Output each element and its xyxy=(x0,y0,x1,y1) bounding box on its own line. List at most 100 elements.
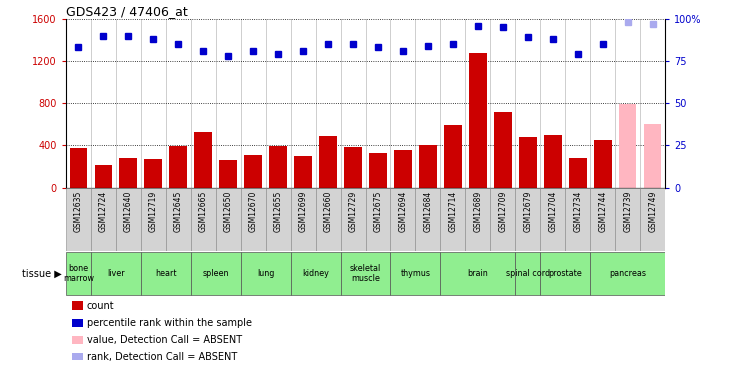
Text: spleen: spleen xyxy=(202,269,229,278)
Bar xyxy=(569,158,586,188)
Bar xyxy=(591,252,665,296)
Bar xyxy=(494,112,512,188)
Text: GSM12640: GSM12640 xyxy=(124,190,133,232)
Bar xyxy=(240,252,290,296)
Text: GSM12699: GSM12699 xyxy=(298,190,308,232)
Bar xyxy=(444,125,462,188)
Bar xyxy=(540,252,591,296)
Bar xyxy=(240,188,265,251)
Bar xyxy=(591,188,616,251)
Text: GSM12749: GSM12749 xyxy=(648,190,657,232)
Text: GSM12689: GSM12689 xyxy=(474,190,482,232)
Bar xyxy=(594,140,612,188)
Text: GSM12670: GSM12670 xyxy=(249,190,257,232)
Text: GSM12739: GSM12739 xyxy=(624,190,632,232)
Text: GSM12744: GSM12744 xyxy=(598,190,607,232)
Bar xyxy=(344,147,362,188)
Bar xyxy=(115,188,140,251)
Bar xyxy=(66,252,91,296)
Bar xyxy=(91,188,115,251)
Bar xyxy=(390,252,440,296)
Bar xyxy=(515,252,540,296)
Text: GSM12684: GSM12684 xyxy=(423,190,433,232)
Bar xyxy=(269,146,287,188)
Text: GSM12704: GSM12704 xyxy=(548,190,557,232)
Bar xyxy=(140,188,166,251)
Bar xyxy=(390,188,415,251)
Bar xyxy=(440,188,466,251)
Text: count: count xyxy=(87,301,114,311)
Bar xyxy=(540,188,565,251)
Bar xyxy=(644,124,662,188)
Bar xyxy=(394,150,412,188)
Text: heart: heart xyxy=(155,269,176,278)
Bar xyxy=(415,188,440,251)
Bar xyxy=(191,188,216,251)
Text: thymus: thymus xyxy=(401,269,431,278)
Text: GSM12660: GSM12660 xyxy=(324,190,333,232)
Text: GSM12655: GSM12655 xyxy=(273,190,283,232)
Bar xyxy=(166,188,191,251)
Bar xyxy=(244,155,262,188)
Bar xyxy=(145,159,162,188)
Bar xyxy=(290,188,316,251)
Text: prostate: prostate xyxy=(548,269,582,278)
Bar xyxy=(466,188,491,251)
Text: liver: liver xyxy=(107,269,124,278)
Bar xyxy=(72,353,83,361)
Text: GSM12724: GSM12724 xyxy=(99,190,107,232)
Text: pancreas: pancreas xyxy=(609,269,646,278)
Bar xyxy=(366,188,390,251)
Bar xyxy=(491,188,515,251)
Bar xyxy=(519,137,537,188)
Bar xyxy=(341,188,366,251)
Bar xyxy=(419,146,436,188)
Text: kidney: kidney xyxy=(302,269,329,278)
Bar xyxy=(91,252,140,296)
Bar xyxy=(515,188,540,251)
Bar xyxy=(369,153,387,188)
Bar xyxy=(191,252,240,296)
Bar xyxy=(265,188,290,251)
Bar xyxy=(119,158,137,188)
Text: value, Detection Call = ABSENT: value, Detection Call = ABSENT xyxy=(87,335,242,345)
Bar xyxy=(640,188,665,251)
Text: GSM12650: GSM12650 xyxy=(224,190,232,232)
Text: GSM12714: GSM12714 xyxy=(448,190,458,232)
Bar xyxy=(170,146,187,188)
Text: GSM12665: GSM12665 xyxy=(199,190,208,232)
Bar xyxy=(316,188,341,251)
Bar xyxy=(72,302,83,310)
Bar xyxy=(94,165,112,188)
Bar xyxy=(216,188,240,251)
Bar xyxy=(619,104,637,188)
Bar xyxy=(565,188,590,251)
Text: GDS423 / 47406_at: GDS423 / 47406_at xyxy=(66,4,188,18)
Bar xyxy=(440,252,515,296)
Bar xyxy=(194,132,212,188)
Text: GSM12645: GSM12645 xyxy=(174,190,183,232)
Bar xyxy=(72,319,83,327)
Text: GSM12635: GSM12635 xyxy=(74,190,83,232)
Bar xyxy=(219,160,237,188)
Bar xyxy=(469,53,487,188)
Bar xyxy=(616,188,640,251)
Text: spinal cord: spinal cord xyxy=(506,269,550,278)
Text: brain: brain xyxy=(468,269,488,278)
Text: percentile rank within the sample: percentile rank within the sample xyxy=(87,318,251,328)
Text: tissue ▶: tissue ▶ xyxy=(23,269,62,279)
Bar xyxy=(66,188,91,251)
Bar xyxy=(72,336,83,344)
Bar xyxy=(319,136,337,188)
Bar xyxy=(295,156,312,188)
Text: GSM12734: GSM12734 xyxy=(573,190,583,232)
Text: GSM12709: GSM12709 xyxy=(499,190,507,232)
Bar xyxy=(544,135,561,188)
Bar xyxy=(341,252,390,296)
Bar xyxy=(290,252,341,296)
Text: lung: lung xyxy=(257,269,274,278)
Text: skeletal
muscle: skeletal muscle xyxy=(350,264,381,284)
Text: bone
marrow: bone marrow xyxy=(63,264,94,284)
Bar xyxy=(69,148,87,188)
Text: rank, Detection Call = ABSENT: rank, Detection Call = ABSENT xyxy=(87,352,237,363)
